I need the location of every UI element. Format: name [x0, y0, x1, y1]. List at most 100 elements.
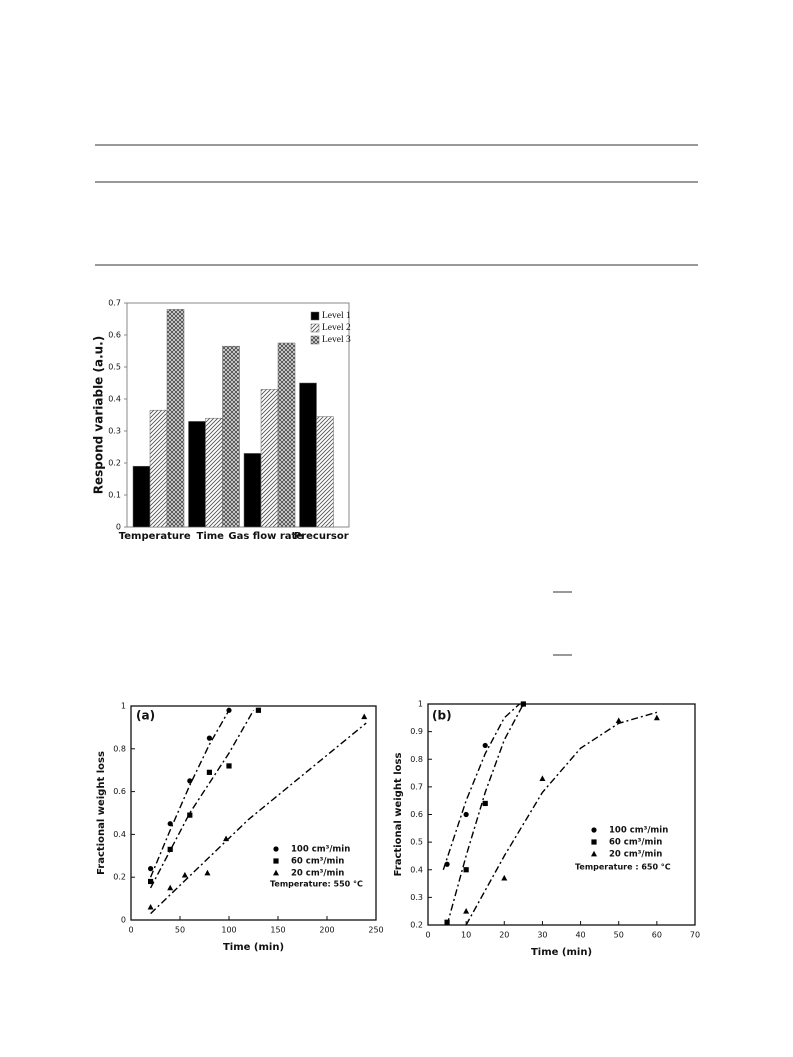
legend-label: Level 1	[322, 311, 351, 321]
fit-line	[446, 703, 525, 926]
legend-swatch	[310, 311, 320, 321]
bar	[316, 416, 334, 528]
bar	[188, 421, 206, 528]
x-tick-label: Temperature	[119, 531, 191, 542]
point	[223, 835, 230, 842]
x-tick-label: Time	[197, 531, 225, 542]
fit-line	[149, 709, 255, 889]
y-tick-label: 0.4	[113, 830, 126, 839]
y-tick-label: 1	[121, 702, 126, 711]
point	[206, 735, 212, 741]
x-tick-label: 60	[652, 931, 662, 940]
panel-label: (a)	[136, 709, 155, 723]
legend-marker	[591, 827, 597, 833]
point	[226, 763, 232, 769]
legend-label: 100 cm³/min	[609, 826, 668, 836]
y-tick-label: 0.3	[108, 427, 121, 436]
x-tick-label: Precursor	[294, 531, 349, 542]
x-tick-label: 250	[368, 926, 383, 935]
legend-swatch	[310, 323, 320, 333]
bar	[299, 382, 317, 528]
y-tick-label: 0.6	[113, 787, 126, 796]
legend-marker	[273, 846, 279, 852]
bar	[132, 465, 151, 528]
bar	[166, 309, 185, 528]
legend-label: 60 cm³/min	[291, 857, 344, 867]
x-tick-label: 40	[575, 931, 585, 940]
bar	[222, 345, 240, 528]
bar	[205, 417, 223, 528]
point	[520, 701, 526, 707]
fit-line	[149, 709, 230, 878]
x-tick-label: 30	[537, 931, 547, 940]
chart: 0 0.1 0.2 0.3 0.4 0.5 0.6 0.7 Temperature Time Gas…	[92, 299, 352, 543]
fit-line	[465, 711, 658, 926]
x-tick-label: 0	[128, 926, 133, 935]
fit-line	[442, 703, 520, 871]
legend-label: 20 cm³/min	[291, 869, 344, 879]
plot-frame	[130, 705, 377, 921]
y-tick-label: 0.5	[410, 838, 423, 847]
point	[653, 714, 660, 721]
y-tick-label: 0	[121, 916, 126, 925]
legend-marker	[273, 858, 279, 864]
x-tick-label: 50	[175, 926, 185, 935]
bar	[277, 342, 296, 528]
y-tick-label: 0	[116, 523, 121, 532]
bar	[243, 453, 262, 528]
y-tick-label: 0.7	[108, 299, 121, 308]
legend-marker	[273, 869, 279, 876]
x-tick-label: 100	[221, 926, 236, 935]
point	[148, 866, 154, 872]
point	[167, 846, 173, 852]
point	[501, 874, 508, 881]
legend-label: Level 3	[322, 335, 351, 345]
y-tick-label: 0.6	[410, 810, 423, 819]
point	[255, 707, 261, 713]
point	[226, 707, 232, 713]
x-tick-label: 200	[319, 926, 334, 935]
panel-label: (b)	[432, 709, 452, 723]
y-tick-label: 0.5	[108, 363, 121, 372]
y-tick-label: 0.9	[410, 727, 423, 736]
point	[463, 811, 469, 818]
x-axis-label: Time (min)	[223, 942, 284, 953]
point	[148, 878, 154, 885]
x-axis-label: Time (min)	[531, 947, 592, 958]
x-tick-label: 10	[461, 931, 471, 940]
point	[482, 742, 488, 749]
y-axis-label: Fractional weight loss	[96, 751, 107, 875]
y-tick-label: 0.8	[113, 744, 126, 753]
x-tick-label: 20	[499, 931, 509, 940]
bar	[149, 409, 168, 528]
x-tick-label: 70	[690, 931, 700, 940]
bar	[260, 389, 279, 528]
point	[187, 812, 193, 818]
point	[204, 869, 211, 876]
x-tick-label: 50	[614, 931, 624, 940]
y-tick-label: 0.1	[108, 491, 121, 500]
annotation: Temperature: 550 °C	[270, 880, 363, 889]
y-axis-label: Fractional weight loss	[393, 753, 404, 877]
legend-marker	[591, 850, 597, 857]
y-tick-label: 0.2	[108, 459, 121, 468]
legend-marker	[591, 839, 597, 845]
y-tick-label: 0.3	[410, 893, 423, 902]
point	[187, 778, 193, 784]
point	[539, 775, 546, 781]
point	[482, 800, 488, 807]
y-tick-label: 1	[418, 700, 423, 709]
point	[444, 919, 450, 925]
legend-label: 20 cm³/min	[609, 850, 662, 860]
chart: 0 10 20 30 40 50 60 70 0.2 0.3 0.4 0.5 0.6 0.7 0.8 0.9 1…	[393, 700, 700, 959]
legend-label: 100 cm³/min	[291, 845, 350, 855]
fit-line	[150, 722, 367, 915]
legend-label: Level 2	[322, 323, 351, 333]
point	[463, 907, 470, 914]
point	[615, 717, 622, 723]
y-tick-label: 0.2	[113, 873, 126, 882]
point	[361, 713, 368, 720]
y-tick-label: 0.2	[410, 921, 423, 930]
